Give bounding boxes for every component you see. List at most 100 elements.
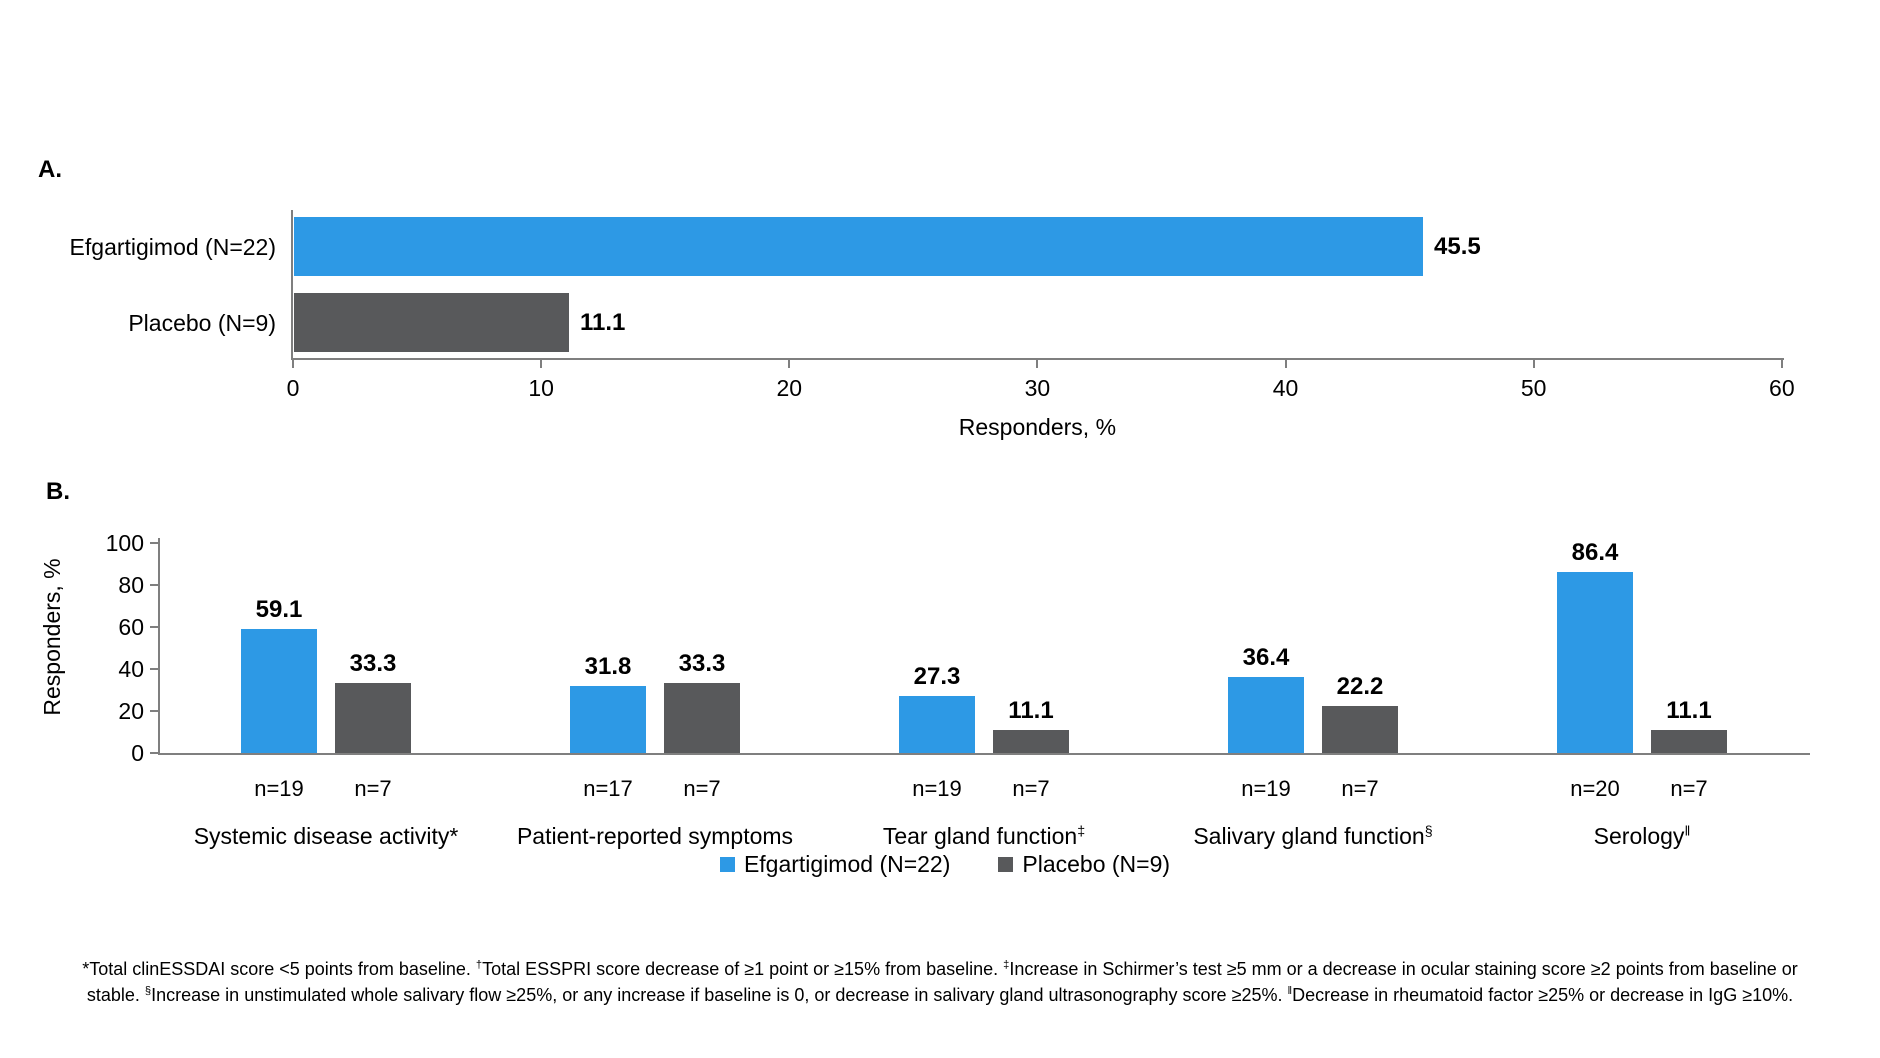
panel-b-y-tick-label-2: 40	[118, 656, 144, 682]
panel-b-value-label-group4-series0: 86.4	[1571, 539, 1619, 566]
panel-b-value-label-group2-series1: 11.1	[1008, 697, 1054, 724]
panel-b-bar-group2-series1	[993, 730, 1069, 753]
panel-a-x-tick-label-0: 0	[286, 375, 300, 401]
panel-b-value-label-group1-series1: 33.3	[678, 650, 726, 677]
panel-a-bar-1	[294, 293, 569, 352]
panel-b-y-tick-mark-2	[150, 668, 158, 670]
panel-b-y-tick-label-3: 60	[118, 614, 144, 640]
panel-a-value-label-0: 45.5	[1434, 232, 1481, 260]
panel-b-value-label-group0-series1: 33.3	[349, 650, 397, 677]
panel-a-x-tick-label-5: 50	[1520, 375, 1547, 401]
panel-a-x-tick-label-2: 20	[776, 375, 803, 401]
panel-b-bar-group1-series1	[664, 683, 740, 753]
panel-b-y-tick-mark-4	[150, 584, 158, 586]
panel-b-bar-group0-series0	[241, 629, 317, 753]
panel-b-category-label-0: Systemic disease activity*	[156, 822, 496, 850]
panel-b-category-superscript-4: ‖	[1684, 823, 1691, 840]
panel-a-x-tick-mark-4	[1284, 358, 1287, 368]
panel-a-x-axis-title: Responders, %	[958, 414, 1117, 440]
panel-b-value-label-group2-series0: 27.3	[913, 663, 961, 690]
panel-b-x-axis-line	[158, 753, 1810, 755]
panel-b-n-label-group2-series0: n=19	[912, 776, 962, 801]
panel-b-bar-group2-series0	[899, 696, 975, 753]
panel-b-y-tick-mark-5	[150, 542, 158, 544]
legend-item-1: Placebo (N=9)	[998, 851, 1170, 878]
panel-b-n-label-group2-series1: n=7	[1012, 776, 1050, 801]
panel-b-category-text-1: Patient-reported symptoms	[516, 823, 794, 849]
panel-a-label: A.	[38, 156, 62, 183]
panel-b-category-superscript-3: §	[1424, 823, 1433, 840]
panel-a-category-label-0: Efgartigimod (N=22)	[69, 233, 276, 260]
panel-b-y-tick-mark-0	[150, 752, 158, 754]
footnote-text: *Total clinESSDAI score <5 points from b…	[82, 959, 476, 979]
panel-a-x-tick-label-1: 10	[528, 375, 554, 401]
panel-a-x-tick-mark-6	[1780, 358, 1783, 368]
panel-b-n-label-group1-series1: n=7	[683, 776, 721, 801]
panel-a-x-tick-mark-0	[292, 358, 294, 368]
panel-a-x-tick-label-4: 40	[1272, 375, 1299, 401]
panel-b-n-label-group3-series1: n=7	[1341, 776, 1379, 801]
panel-b-y-tick-mark-1	[150, 710, 158, 712]
footnote-text: Increase in unstimulated whole salivary …	[151, 985, 1288, 1005]
panel-a-category-label-1: Placebo (N=9)	[128, 309, 276, 336]
panel-a-x-tick-mark-2	[788, 358, 791, 368]
panel-a-x-tick-mark-5	[1532, 358, 1535, 368]
panel-a-bar-0	[294, 217, 1423, 276]
panel-b-legend: Efgartigimod (N=22) Placebo (N=9)	[110, 851, 1780, 878]
panel-b-n-label-group1-series0: n=17	[583, 776, 633, 801]
legend-swatch-0	[719, 857, 735, 872]
panel-b-n-label-group3-series0: n=19	[1241, 776, 1291, 801]
panel-b-category-label-1: Patient-reported symptoms	[485, 822, 825, 850]
panel-a-x-tick-mark-1	[540, 358, 543, 368]
footnote-superscript: §	[144, 985, 152, 997]
panel-b-bar-group3-series1	[1322, 706, 1398, 753]
footnote-text: stable.	[86, 985, 145, 1005]
panel-b-n-label-group0-series0: n=19	[254, 776, 304, 801]
panel-b-label: B.	[46, 478, 70, 505]
panel-a-x-tick-label-3: 30	[1024, 375, 1051, 401]
panel-b-bar-group1-series0	[570, 686, 646, 753]
panel-b-category-text-4: Serology	[1593, 823, 1685, 849]
footnote-line-1: *Total clinESSDAI score <5 points from b…	[20, 956, 1860, 982]
panel-b-bar-group4-series1	[1651, 730, 1727, 753]
panel-b-y-tick-mark-3	[150, 626, 158, 628]
panel-b-y-tick-label-0: 0	[131, 740, 144, 766]
panel-b-y-axis-line	[158, 538, 160, 755]
footnote: *Total clinESSDAI score <5 points from b…	[20, 956, 1860, 1008]
footnote-text: Decrease in rheumatoid factor ≥25% or de…	[1292, 985, 1794, 1005]
panel-b-value-label-group0-series0: 59.1	[255, 596, 303, 623]
panel-b-category-text-3: Salivary gland function	[1193, 823, 1425, 849]
panel-b-bar-group3-series0	[1228, 677, 1304, 753]
panel-a-value-label-1: 11.1	[580, 308, 626, 336]
legend-label-0: Efgartigimod (N=22)	[743, 851, 951, 877]
panel-b-y-tick-label-1: 20	[118, 698, 144, 724]
panel-b-n-label-group0-series1: n=7	[354, 776, 392, 801]
panel-b-bar-group0-series1	[335, 683, 411, 753]
panel-b-category-label-3: Salivary gland function§	[1143, 822, 1483, 850]
panel-b-value-label-group1-series0: 31.8	[584, 653, 632, 680]
panel-a-x-tick-mark-3	[1036, 358, 1039, 368]
panel-b-y-tick-label-4: 80	[118, 572, 144, 598]
panel-b-value-label-group3-series0: 36.4	[1242, 644, 1290, 671]
footnote-text: Increase in Schirmer’s test ≥5 mm or a d…	[1009, 959, 1798, 979]
panel-b-bar-group4-series0	[1557, 572, 1633, 753]
footnote-superscript: ‡	[1003, 959, 1010, 971]
footnote-superscript: ‖	[1287, 985, 1293, 997]
panel-b-n-label-group4-series1: n=7	[1670, 776, 1708, 801]
panel-b-category-text-2: Tear gland function	[882, 823, 1078, 849]
legend-label-1: Placebo (N=9)	[1022, 851, 1171, 877]
panel-b-category-text-0: Systemic disease activity*	[193, 823, 459, 849]
panel-b-category-label-2: Tear gland function‡	[814, 822, 1154, 850]
legend-swatch-1	[998, 857, 1014, 872]
panel-b-n-label-group4-series0: n=20	[1570, 776, 1620, 801]
legend-item-0: Efgartigimod (N=22)	[719, 851, 951, 878]
panel-b-value-label-group3-series1: 22.2	[1336, 673, 1384, 700]
footnote-line-2: stable. §Increase in unstimulated whole …	[20, 982, 1860, 1008]
panel-b-category-superscript-2: ‡	[1077, 823, 1086, 840]
panel-b-value-label-group4-series1: 11.1	[1666, 697, 1712, 724]
panel-a-x-tick-label-6: 60	[1769, 375, 1795, 401]
panel-b-y-tick-label-5: 100	[105, 530, 144, 556]
footnote-text: Total ESSPRI score decrease of ≥1 point …	[482, 959, 1004, 979]
footnote-superscript: †	[475, 959, 483, 971]
